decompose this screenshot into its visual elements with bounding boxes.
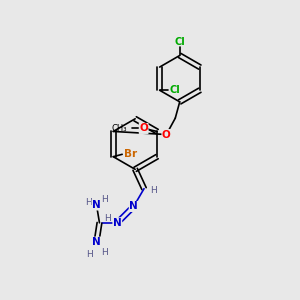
Text: O: O — [162, 130, 171, 140]
Text: H: H — [85, 197, 92, 206]
Text: N: N — [129, 202, 138, 212]
Text: N: N — [92, 200, 101, 210]
Text: N: N — [113, 218, 122, 228]
Text: H: H — [150, 186, 157, 195]
Text: Cl: Cl — [169, 85, 180, 95]
Text: O: O — [139, 124, 148, 134]
Text: H: H — [101, 248, 108, 257]
Text: Cl: Cl — [174, 37, 185, 47]
Text: CH₃: CH₃ — [112, 124, 127, 133]
Text: H: H — [87, 250, 93, 259]
Text: H: H — [101, 195, 108, 204]
Text: Br: Br — [124, 149, 137, 159]
Text: H: H — [104, 214, 111, 223]
Text: N: N — [92, 237, 101, 247]
